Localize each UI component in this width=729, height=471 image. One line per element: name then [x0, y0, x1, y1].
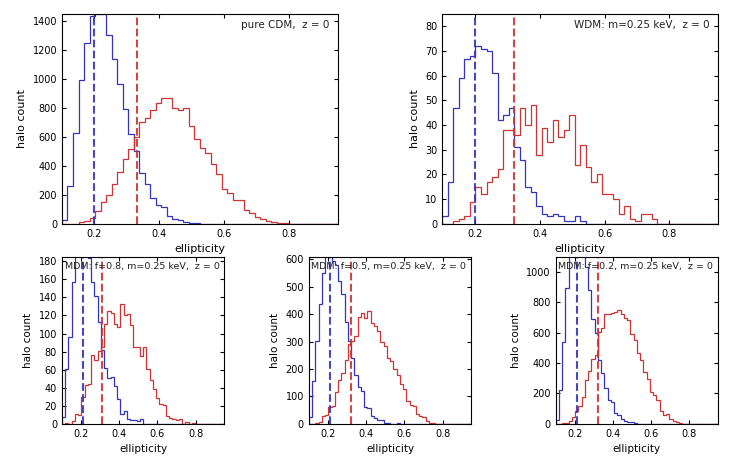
- Y-axis label: halo count: halo count: [270, 313, 280, 368]
- Text: MDM: f=0.5, m=0.25 keV,  z = 0: MDM: f=0.5, m=0.25 keV, z = 0: [311, 262, 467, 271]
- X-axis label: ellipticity: ellipticity: [613, 444, 661, 455]
- X-axis label: ellipticity: ellipticity: [555, 244, 606, 254]
- Y-axis label: halo count: halo count: [410, 89, 420, 148]
- Text: WDM: m=0.25 keV,  z = 0: WDM: m=0.25 keV, z = 0: [574, 20, 710, 31]
- X-axis label: ellipticity: ellipticity: [366, 444, 414, 455]
- Y-axis label: halo count: halo count: [23, 313, 33, 368]
- Y-axis label: halo count: halo count: [511, 313, 521, 368]
- X-axis label: ellipticity: ellipticity: [119, 444, 167, 455]
- Text: MDM: f=0.2, m=0.25 keV,  z = 0: MDM: f=0.2, m=0.25 keV, z = 0: [558, 262, 713, 271]
- Text: MDM: f=0.8, m=0.25 keV,  z = 0: MDM: f=0.8, m=0.25 keV, z = 0: [65, 262, 219, 271]
- Y-axis label: halo count: halo count: [17, 89, 27, 148]
- X-axis label: ellipticity: ellipticity: [174, 244, 225, 254]
- Text: pure CDM,  z = 0: pure CDM, z = 0: [241, 20, 330, 31]
